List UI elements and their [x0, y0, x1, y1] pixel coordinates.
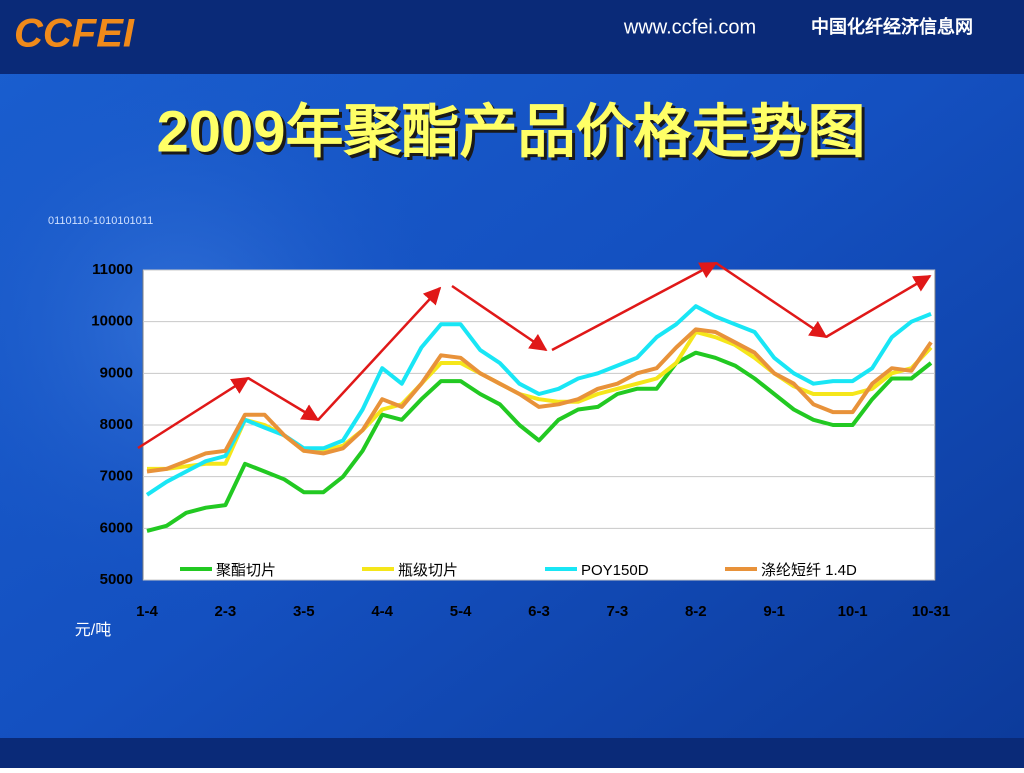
y-tick-label: 11000	[92, 261, 133, 278]
chart-title: 2009年聚酯产品价格走势图	[156, 99, 865, 164]
x-tick-label: 10-1	[838, 603, 868, 620]
legend-label: 涤纶短纤 1.4D	[761, 562, 857, 579]
y-tick-label: 10000	[91, 313, 133, 330]
x-tick-label: 5-4	[450, 603, 472, 620]
y-tick-label: 9000	[100, 364, 133, 381]
x-tick-label: 4-4	[371, 603, 393, 620]
series-line	[146, 350, 933, 533]
header-bar	[0, 0, 1024, 74]
chart-layer: 5000 6000 7000 8000 9000 10000 11000 1-4 2-3 3-5 4…	[91, 261, 950, 620]
x-tick-label: 9-1	[763, 603, 785, 620]
y-tick-label: 5000	[100, 571, 133, 588]
x-tick-label: 6-3	[528, 603, 550, 620]
decor-text: 0110110-1010101011	[48, 215, 153, 227]
x-tick-label: 7-3	[607, 603, 629, 620]
logo: CCFEI	[14, 12, 135, 56]
series-line	[145, 304, 932, 497]
series-line	[146, 327, 933, 474]
site-name: 中国化纤经济信息网	[811, 16, 973, 37]
y-tick-label: 7000	[100, 468, 133, 485]
site-url: www.ccfei.com	[623, 16, 756, 38]
trend-arrows	[137, 261, 932, 450]
footer-bar	[0, 738, 1024, 768]
y-tick-label: 6000	[100, 519, 133, 536]
x-tick-label: 10-31	[912, 603, 950, 620]
x-tick-label: 2-3	[215, 603, 237, 620]
legend-label: POY150D	[581, 562, 649, 579]
x-tick-label: 8-2	[685, 603, 707, 620]
x-tick-label: 3-5	[293, 603, 315, 620]
legend-label: 瓶级切片	[398, 562, 458, 579]
y-tick-label: 8000	[100, 416, 133, 433]
y-unit: 元/吨	[75, 621, 111, 639]
legend-label: 聚酯切片	[216, 562, 276, 579]
x-tick-label: 1-4	[136, 603, 158, 620]
title-shadow: 2009年聚酯产品价格走势图	[159, 102, 868, 167]
